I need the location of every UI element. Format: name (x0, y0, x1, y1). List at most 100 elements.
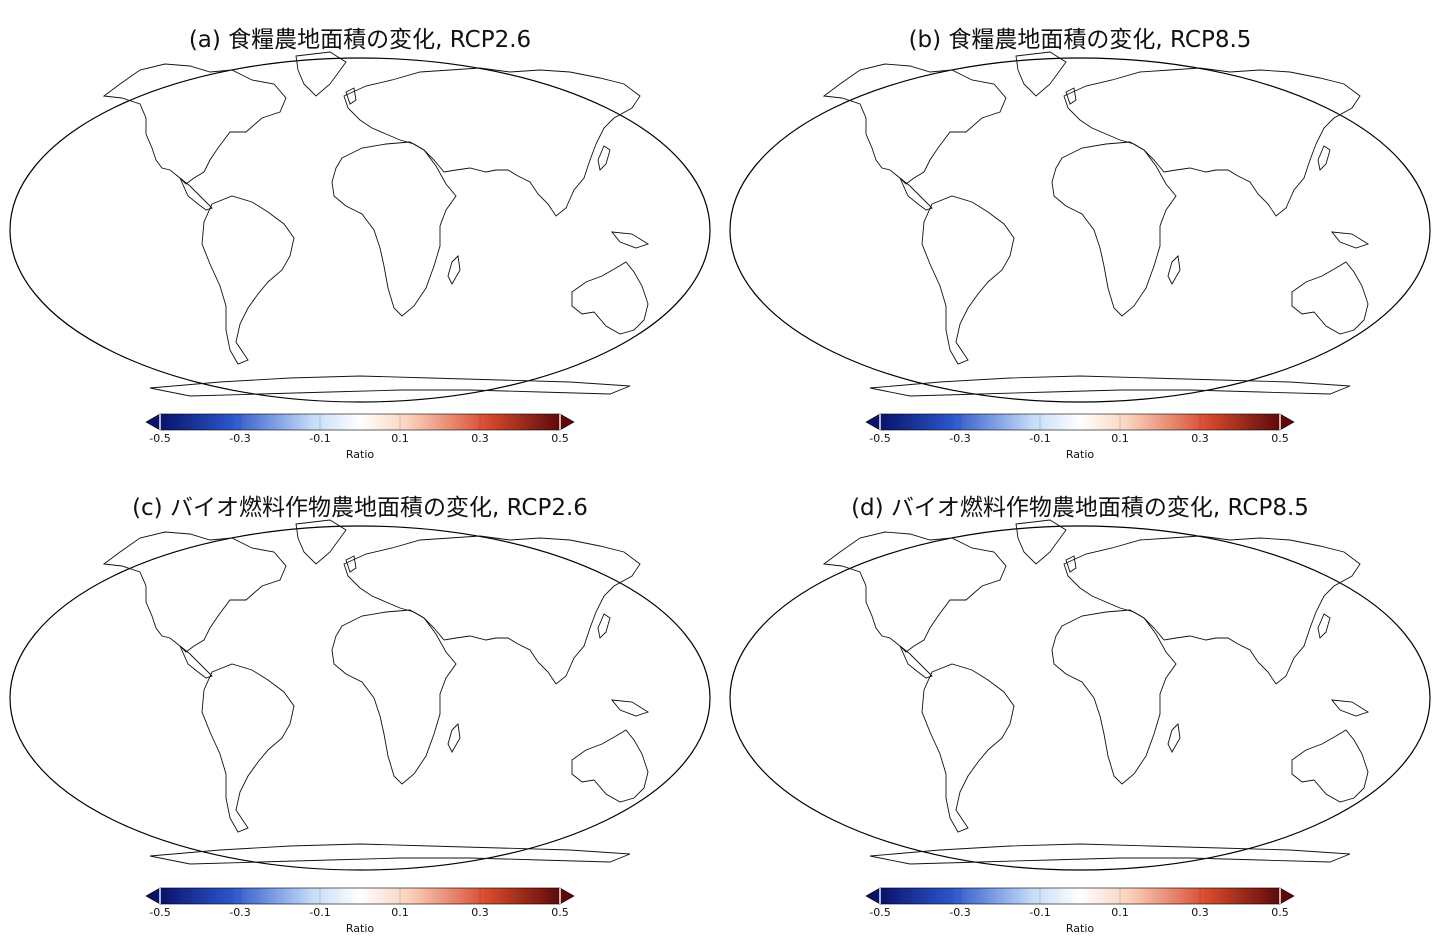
coastlines (822, 51, 1370, 397)
colorbar-extend-min (865, 887, 881, 905)
tick-label: -0.3 (949, 906, 971, 919)
coastlines (822, 519, 1370, 865)
tick-label: 0.1 (1111, 906, 1129, 919)
tick-label: 0.5 (1271, 432, 1289, 445)
landmass-australia (571, 729, 649, 803)
colorbar-ticks: -0.5 -0.3 -0.1 0.1 0.3 0.5 (860, 906, 1300, 920)
panel-title: (d) バイオ燃料作物農地面積の変化, RCP8.5 (851, 495, 1309, 521)
landmass-madagascar (447, 255, 461, 285)
landmass-new-guinea (610, 231, 650, 249)
colorbar-label: Ratio (345, 448, 375, 461)
landmass-australia (571, 261, 649, 335)
landmass-new-guinea (610, 699, 650, 717)
panel-a: (a) 食糧農地面積の変化, RCP2.6 -0.5 -0.3 -0.1 0.1… (0, 0, 720, 474)
colorbar: -0.5 -0.3 -0.1 0.1 0.3 0.5 Ratio (140, 412, 580, 462)
colorbar: -0.5 -0.3 -0.1 0.1 0.3 0.5 Ratio (860, 886, 1300, 936)
panel-title: (c) バイオ燃料作物農地面積の変化, RCP2.6 (132, 495, 588, 521)
world-map (729, 519, 1431, 871)
landmass-central-america (899, 645, 933, 679)
colorbar-ticks: -0.5 -0.3 -0.1 0.1 0.3 0.5 (140, 432, 580, 446)
colorbar-gradient (879, 887, 1281, 905)
landmass-new-guinea (1330, 231, 1370, 249)
panel-title: (b) 食糧農地面積の変化, RCP8.5 (908, 27, 1252, 53)
landmass-north-america (102, 63, 287, 185)
world-map (9, 519, 711, 871)
panel-b: (b) 食糧農地面積の変化, RCP8.5 -0.5 -0.3 -0.1 0.1… (720, 0, 1440, 474)
landmass-africa (1051, 609, 1177, 785)
tick-label: 0.3 (1191, 432, 1209, 445)
landmass-japan (1317, 145, 1331, 171)
landmass-antarctica (869, 843, 1351, 865)
colorbar-extend-min (145, 887, 161, 905)
tick-label: -0.5 (149, 906, 171, 919)
landmass-japan (597, 145, 611, 171)
tick-label: 0.3 (471, 906, 489, 919)
colorbar-scale (865, 413, 1295, 431)
landmass-japan (597, 613, 611, 639)
tick-label: -0.3 (229, 432, 251, 445)
tick-label: 0.3 (471, 432, 489, 445)
tick-label: -0.5 (869, 432, 891, 445)
tick-label: 0.1 (391, 906, 409, 919)
landmass-central-america (899, 177, 933, 211)
colorbar-scale (145, 887, 575, 905)
landmass-greenland (1015, 519, 1067, 565)
tick-label: -0.1 (1029, 906, 1051, 919)
colorbar-label: Ratio (1065, 448, 1095, 461)
landmass-antarctica (149, 375, 631, 397)
landmass-uk (1065, 555, 1077, 573)
tick-label: 0.5 (551, 432, 569, 445)
landmass-antarctica (869, 375, 1351, 397)
landmass-south-america (921, 195, 1015, 365)
landmass-south-america (201, 195, 295, 365)
colorbar-scale (865, 887, 1295, 905)
landmass-north-america (822, 531, 1007, 653)
colorbar-extend-min (145, 413, 161, 431)
panel-title: (a) 食糧農地面積の変化, RCP2.6 (188, 27, 532, 53)
colorbar-extend-max (559, 413, 575, 431)
tick-label: 0.5 (1271, 906, 1289, 919)
landmass-uk (345, 87, 357, 105)
colorbar-label: Ratio (345, 922, 375, 935)
landmass-greenland (295, 51, 347, 97)
landmass-north-america (822, 63, 1007, 185)
colorbar: -0.5 -0.3 -0.1 0.1 0.3 0.5 Ratio (860, 412, 1300, 462)
landmass-north-america (102, 531, 287, 653)
tick-label: -0.1 (309, 432, 331, 445)
colorbar-gradient (879, 413, 1281, 431)
panel-d: (d) バイオ燃料作物農地面積の変化, RCP8.5 -0.5 -0.3 -0.… (720, 474, 1440, 948)
landmass-central-america (179, 645, 213, 679)
landmass-central-america (179, 177, 213, 211)
globe-outline (729, 57, 1431, 403)
landmass-madagascar (447, 723, 461, 753)
colorbar-label: Ratio (1065, 922, 1095, 935)
landmass-south-america (201, 663, 295, 833)
landmass-africa (331, 609, 457, 785)
coastlines (102, 519, 650, 865)
landmass-south-america (921, 663, 1015, 833)
landmass-new-guinea (1330, 699, 1370, 717)
tick-label: 0.5 (551, 906, 569, 919)
landmass-japan (1317, 613, 1331, 639)
landmass-australia (1291, 261, 1369, 335)
landmass-greenland (1015, 51, 1067, 97)
tick-label: -0.1 (1029, 432, 1051, 445)
tick-label: 0.1 (1111, 432, 1129, 445)
world-map (729, 51, 1431, 403)
coastlines (102, 51, 650, 397)
landmass-uk (345, 555, 357, 573)
colorbar-extend-max (559, 887, 575, 905)
landmass-africa (1051, 141, 1177, 317)
tick-label: -0.5 (149, 432, 171, 445)
globe-outline (9, 525, 711, 871)
tick-label: -0.5 (869, 906, 891, 919)
colorbar-scale (145, 413, 575, 431)
colorbar-ticks: -0.5 -0.3 -0.1 0.1 0.3 0.5 (140, 906, 580, 920)
world-map (9, 51, 711, 403)
colorbar-gradient (159, 413, 561, 431)
landmass-australia (1291, 729, 1369, 803)
colorbar: -0.5 -0.3 -0.1 0.1 0.3 0.5 Ratio (140, 886, 580, 936)
landmass-africa (331, 141, 457, 317)
tick-label: -0.3 (949, 432, 971, 445)
tick-label: 0.3 (1191, 906, 1209, 919)
